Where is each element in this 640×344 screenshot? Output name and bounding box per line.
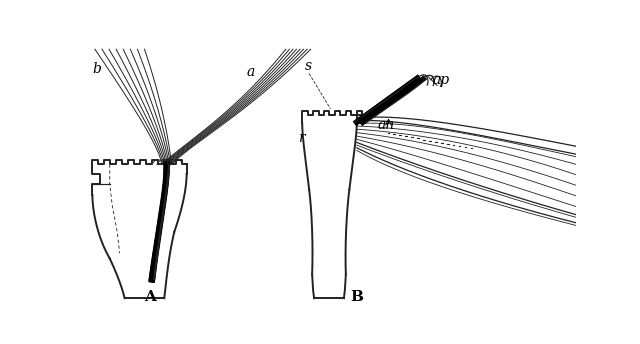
Text: a: a (246, 65, 255, 79)
Text: B: B (350, 290, 364, 304)
Text: s: s (305, 60, 312, 73)
Text: r: r (298, 131, 305, 145)
Text: an: an (378, 118, 395, 132)
Text: ap: ap (432, 73, 449, 87)
Text: A: A (145, 290, 156, 304)
Text: b: b (92, 62, 101, 76)
